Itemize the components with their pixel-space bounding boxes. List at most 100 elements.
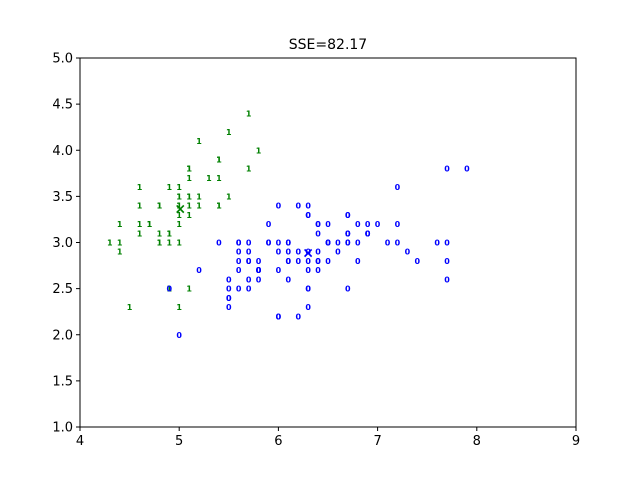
data-point-cluster-0: 0 [305, 303, 311, 312]
data-point-cluster-1: 1 [186, 211, 192, 220]
data-point-cluster-0: 0 [355, 220, 361, 229]
data-point-cluster-1: 1 [206, 174, 212, 183]
data-point-cluster-0: 0 [286, 239, 292, 248]
data-point-cluster-1: 1 [176, 192, 182, 201]
data-point-cluster-1: 1 [216, 202, 222, 211]
data-point-cluster-1: 1 [186, 192, 192, 201]
data-point-cluster-1: 1 [157, 239, 163, 248]
data-point-cluster-0: 0 [464, 165, 470, 174]
data-point-cluster-1: 1 [256, 146, 262, 155]
data-point-cluster-0: 0 [395, 239, 401, 248]
data-point-cluster-0: 0 [286, 239, 292, 248]
data-point-cluster-1: 1 [196, 137, 202, 146]
data-point-cluster-0: 0 [444, 275, 450, 284]
y-tick-label: 3.0 [52, 236, 73, 251]
y-tick-label: 1.5 [52, 374, 73, 389]
data-point-cluster-0: 0 [276, 312, 282, 321]
data-point-cluster-0: 0 [236, 257, 242, 266]
data-point-cluster-0: 0 [395, 220, 401, 229]
data-point-cluster-0: 0 [325, 257, 331, 266]
data-point-cluster-0: 0 [236, 285, 242, 294]
x-tick-label: 9 [572, 434, 580, 449]
data-point-cluster-0: 0 [305, 211, 311, 220]
data-point-cluster-0: 0 [256, 275, 262, 284]
data-point-cluster-1: 1 [176, 303, 182, 312]
data-point-cluster-0: 0 [305, 257, 311, 266]
data-point-cluster-0: 0 [256, 257, 262, 266]
data-point-cluster-0: 0 [295, 202, 301, 211]
data-point-cluster-0: 0 [335, 239, 341, 248]
data-point-cluster-0: 0 [325, 239, 331, 248]
x-axis: 4 5 6 7 8 9 [76, 427, 580, 449]
data-point-cluster-0: 0 [345, 229, 351, 238]
data-point-cluster-0: 0 [434, 239, 440, 248]
data-point-cluster-0: 0 [315, 229, 321, 238]
data-point-cluster-0: 0 [345, 239, 351, 248]
data-point-cluster-1: 1 [176, 211, 182, 220]
data-point-cluster-1: 1 [157, 202, 163, 211]
data-point-cluster-0: 0 [286, 275, 292, 284]
data-point-cluster-0: 0 [325, 239, 331, 248]
data-point-cluster-0: 0 [315, 257, 321, 266]
data-point-cluster-0: 0 [266, 239, 272, 248]
data-point-cluster-0: 0 [305, 248, 311, 257]
data-point-cluster-0: 0 [305, 285, 311, 294]
data-point-cluster-0: 0 [256, 266, 262, 275]
data-point-cluster-0: 0 [276, 312, 282, 321]
centroid-marker-0: × [302, 246, 314, 262]
data-point-cluster-0: 0 [365, 220, 371, 229]
data-point-cluster-0: 0 [276, 239, 282, 248]
data-point-cluster-0: 0 [315, 220, 321, 229]
data-point-cluster-1: 1 [166, 285, 172, 294]
data-point-cluster-1: 1 [166, 239, 172, 248]
data-point-cluster-0: 0 [305, 285, 311, 294]
x-tick-label: 8 [473, 434, 481, 449]
data-point-cluster-0: 0 [315, 257, 321, 266]
data-point-cluster-0: 0 [226, 294, 232, 303]
data-point-cluster-1: 1 [246, 165, 252, 174]
data-point-cluster-1: 1 [216, 202, 222, 211]
data-point-cluster-0: 0 [345, 211, 351, 220]
data-point-cluster-1: 1 [186, 165, 192, 174]
data-point-cluster-1: 1 [176, 202, 182, 211]
data-point-cluster-1: 1 [147, 220, 153, 229]
data-point-cluster-1: 1 [196, 202, 202, 211]
data-point-cluster-0: 0 [345, 239, 351, 248]
data-point-cluster-0: 0 [226, 275, 232, 284]
data-point-cluster-0: 0 [295, 312, 301, 321]
data-point-cluster-0: 0 [405, 248, 411, 257]
x-tick-label: 5 [175, 434, 183, 449]
data-point-cluster-0: 0 [196, 266, 202, 275]
data-point-cluster-1: 1 [186, 192, 192, 201]
data-point-cluster-1: 1 [186, 202, 192, 211]
data-point-cluster-1: 1 [186, 165, 192, 174]
data-point-cluster-0: 0 [355, 257, 361, 266]
data-point-cluster-0: 0 [295, 248, 301, 257]
data-point-cluster-0: 0 [286, 257, 292, 266]
data-point-cluster-0: 0 [345, 229, 351, 238]
data-point-cluster-0: 0 [256, 266, 262, 275]
data-point-cluster-0: 0 [345, 229, 351, 238]
y-tick-label: 2.5 [52, 282, 73, 297]
data-point-cluster-1: 1 [137, 183, 143, 192]
y-tick-label: 4.0 [52, 144, 73, 159]
data-point-cluster-1: 1 [176, 202, 182, 211]
y-tick-label: 5.0 [52, 52, 73, 67]
data-point-cluster-0: 0 [315, 266, 321, 275]
data-point-cluster-0: 0 [166, 285, 172, 294]
data-point-cluster-1: 1 [137, 202, 143, 211]
data-point-cluster-0: 0 [305, 266, 311, 275]
data-point-cluster-0: 0 [226, 303, 232, 312]
x-tick-label: 7 [373, 434, 381, 449]
data-point-cluster-1: 1 [157, 229, 163, 238]
data-point-cluster-0: 0 [226, 285, 232, 294]
data-point-cluster-0: 0 [375, 220, 381, 229]
data-point-cluster-0: 0 [236, 239, 242, 248]
data-point-cluster-0: 0 [276, 202, 282, 211]
data-point-cluster-0: 0 [365, 229, 371, 238]
data-point-cluster-0: 0 [236, 248, 242, 257]
data-point-cluster-0: 0 [246, 248, 252, 257]
chart-title: SSE=82.17 [289, 37, 367, 53]
